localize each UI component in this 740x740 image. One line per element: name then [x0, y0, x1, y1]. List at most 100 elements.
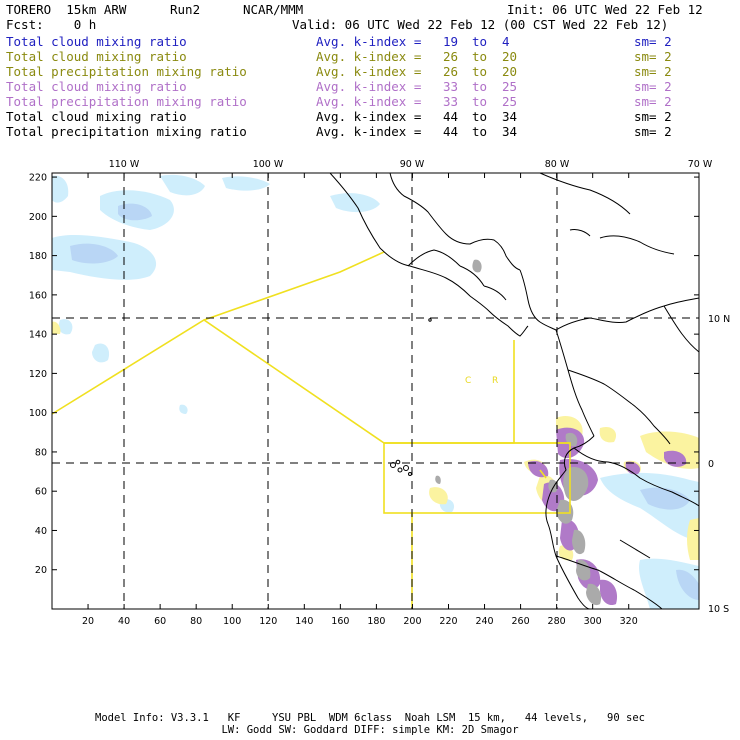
legend-index: Avg. k-index =: [316, 94, 422, 109]
lon-label-80w: 80 W: [545, 159, 570, 170]
coastline-layer: [329, 173, 699, 609]
lon-label-100w: 100 W: [253, 159, 284, 170]
legend-sm: sm= 2: [634, 79, 672, 94]
legend-to: to: [472, 124, 488, 139]
lon-label-90w: 90 W: [400, 159, 425, 170]
legend-index: Avg. k-index =: [316, 49, 422, 64]
legend-sm: sm= 2: [634, 124, 672, 139]
legend-k-start: 26: [443, 64, 459, 79]
x-tick-label: 80: [190, 616, 202, 627]
y-tick-label: 200: [29, 212, 47, 223]
lat-lon-grid: [52, 173, 699, 609]
x-tick-label: 120: [259, 616, 277, 627]
legend-sm: sm= 2: [634, 34, 672, 49]
legend-k-start: 33: [443, 79, 459, 94]
model-title: TORERO 15km ARW: [6, 2, 127, 17]
legend-index: Avg. k-index =: [316, 34, 422, 49]
lat-label-10n: 10 N: [708, 314, 730, 325]
legend-field: Total cloud mixing ratio: [6, 34, 187, 49]
legend-row: Total precipitation mixing ratio Avg. k-i…: [0, 64, 740, 79]
legend-k-end: 25: [502, 79, 518, 94]
x-tick-label: 200: [403, 616, 421, 627]
legend-k-end: 20: [502, 49, 518, 64]
y-tick-label: 220: [29, 173, 47, 184]
x-tick-label: 40: [118, 616, 130, 627]
legend-field: Total cloud mixing ratio: [6, 109, 187, 124]
legend-to: to: [472, 109, 488, 124]
center-label: NCAR/MMM: [243, 2, 304, 17]
legend-sm: sm= 2: [634, 109, 672, 124]
legend-index: Avg. k-index =: [316, 79, 422, 94]
legend-k-end: 20: [502, 64, 518, 79]
legend-field: Total cloud mixing ratio: [6, 49, 187, 64]
x-tick-label: 320: [620, 616, 638, 627]
y-tick-label: 160: [29, 290, 47, 301]
forecast-hour: Fcst: 0 h: [6, 17, 97, 32]
x-tick-label: 60: [154, 616, 166, 627]
y-tick-label: 60: [35, 487, 47, 498]
x-tick-label: 20: [82, 616, 94, 627]
y-tick-label: 180: [29, 251, 47, 262]
legend-k-end: 34: [502, 109, 518, 124]
legend-k-end: 4: [502, 34, 510, 49]
init-time: Init: 06 UTC Wed 22 Feb 12: [507, 2, 703, 17]
x-tick-label: 140: [295, 616, 313, 627]
legend-k-start: 44: [443, 124, 459, 139]
legend-sm: sm= 2: [634, 94, 672, 109]
x-tick-label: 260: [512, 616, 530, 627]
legend-row: Total cloud mixing ratio Avg. k-index = 44…: [0, 109, 740, 124]
x-tick-label: 240: [475, 616, 493, 627]
legend-to: to: [472, 64, 488, 79]
cloud-shading-layer: [52, 174, 699, 609]
legend-row: Total precipitation mixing ratio Avg. k-i…: [0, 94, 740, 109]
x-tick-label: 220: [439, 616, 457, 627]
valid-time: Valid: 06 UTC Wed 22 Feb 12 (00 CST Wed …: [292, 17, 669, 32]
lon-label-110w: 110 W: [109, 159, 140, 170]
legend-k-end: 34: [502, 124, 518, 139]
legend-field: Total precipitation mixing ratio: [6, 94, 247, 109]
run-label: Run2: [170, 2, 201, 17]
legend-index: Avg. k-index =: [316, 124, 422, 139]
legend-index: Avg. k-index =: [316, 64, 422, 79]
map-frame: [51, 172, 700, 610]
legend-field: Total precipitation mixing ratio: [6, 64, 247, 79]
x-tick-label: 180: [367, 616, 385, 627]
y-tick-label: 20: [35, 565, 47, 576]
legend-k-start: 33: [443, 94, 459, 109]
legend-row: Total cloud mixing ratio Avg. k-index = 19…: [0, 34, 740, 49]
x-tick-label: 280: [548, 616, 566, 627]
x-tick-label: 300: [584, 616, 602, 627]
legend-k-start: 26: [443, 49, 459, 64]
legend-row: Total cloud mixing ratio Avg. k-index = 33…: [0, 79, 740, 94]
y-tick-label: 140: [29, 330, 47, 341]
region-letter-c: C: [465, 376, 471, 386]
legend-k-end: 25: [502, 94, 518, 109]
legend-to: to: [472, 79, 488, 94]
y-tick-label: 100: [29, 408, 47, 419]
legend-to: to: [472, 94, 488, 109]
lat-label-0: 0: [708, 459, 714, 470]
legend-k-start: 19: [443, 34, 459, 49]
y-tick-label: 120: [29, 369, 47, 380]
legend-row: Total precipitation mixing ratio Avg. k-i…: [0, 124, 740, 139]
lon-label-70w: 70 W: [688, 159, 713, 170]
legend-sm: sm= 2: [634, 64, 672, 79]
legend-index: Avg. k-index =: [316, 109, 422, 124]
legend-row: Total cloud mixing ratio Avg. k-index = 26…: [0, 49, 740, 64]
model-info-line2: LW: Godd SW: Goddard DIFF: simple KM: 2D…: [221, 724, 519, 736]
legend-to: to: [472, 34, 488, 49]
region-letter-r: R: [492, 376, 498, 386]
legend-field: Total precipitation mixing ratio: [6, 124, 247, 139]
legend-k-start: 44: [443, 109, 459, 124]
axis-ticks: 220 200 180 160 140 120 100 80 60 40 20 20 40 60 80 100…: [29, 173, 699, 627]
x-tick-label: 100: [223, 616, 241, 627]
model-info-line1: Model Info: V3.3.1 KF YSU PBL WDM 6class…: [95, 712, 645, 724]
legend-to: to: [472, 49, 488, 64]
legend-field: Total cloud mixing ratio: [6, 79, 187, 94]
forecast-map: 220 200 180 160 140 120 100 80 60 40 20 20 40 60 80 100…: [29, 159, 730, 627]
legend-sm: sm= 2: [634, 49, 672, 64]
domain-outline: [51, 251, 571, 609]
x-tick-label: 160: [331, 616, 349, 627]
y-tick-label: 40: [35, 526, 47, 537]
lat-label-10s: 10 S: [708, 604, 729, 615]
